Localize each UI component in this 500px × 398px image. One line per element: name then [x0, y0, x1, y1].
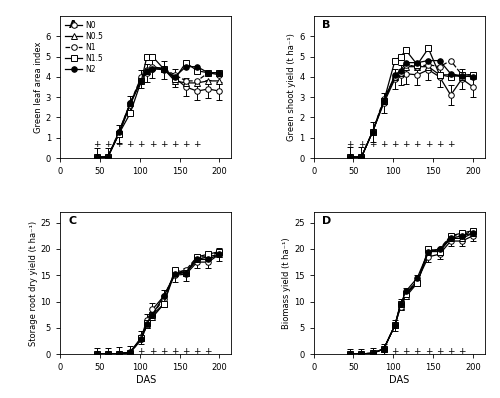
Text: +: + — [148, 347, 156, 356]
Text: +: + — [402, 140, 410, 149]
Text: +: + — [414, 347, 421, 356]
Text: +: + — [369, 140, 376, 149]
Text: +: + — [436, 140, 444, 149]
Text: +: + — [358, 140, 365, 149]
Text: +: + — [447, 140, 454, 149]
Text: C: C — [68, 217, 76, 226]
Text: +: + — [458, 347, 466, 356]
Text: +: + — [424, 140, 432, 149]
Text: +: + — [436, 347, 444, 356]
Text: B: B — [322, 20, 330, 30]
Y-axis label: Green leaf area index: Green leaf area index — [34, 41, 43, 133]
X-axis label: DAS: DAS — [136, 375, 156, 385]
Text: +: + — [391, 347, 398, 356]
Text: +: + — [171, 140, 178, 149]
Text: +: + — [391, 140, 398, 149]
Y-axis label: Storage root dry yield (t ha⁻¹): Storage root dry yield (t ha⁻¹) — [28, 220, 38, 346]
Text: A: A — [68, 20, 77, 30]
Text: +: + — [182, 140, 190, 149]
Text: +: + — [194, 140, 201, 149]
Text: +: + — [138, 140, 145, 149]
Text: +: + — [380, 140, 388, 149]
Text: +: + — [115, 140, 122, 149]
Text: +: + — [447, 347, 454, 356]
Text: +: + — [171, 347, 178, 356]
Text: +: + — [402, 347, 410, 356]
Text: +: + — [160, 140, 168, 149]
Text: +: + — [424, 347, 432, 356]
Y-axis label: Green shoot yield (t ha⁻¹): Green shoot yield (t ha⁻¹) — [288, 33, 296, 141]
Legend: N0, N0.5, N1, N1.5, N2: N0, N0.5, N1, N1.5, N2 — [64, 20, 104, 76]
Text: +: + — [160, 347, 168, 356]
Text: D: D — [322, 217, 332, 226]
Text: +: + — [346, 140, 354, 149]
X-axis label: DAS: DAS — [389, 375, 409, 385]
Text: +: + — [204, 347, 212, 356]
Text: +: + — [126, 140, 134, 149]
Text: +: + — [182, 347, 190, 356]
Text: +: + — [93, 140, 100, 149]
Text: +: + — [148, 140, 156, 149]
Text: +: + — [194, 347, 201, 356]
Text: +: + — [138, 347, 145, 356]
Y-axis label: Biomass yield (t ha⁻¹): Biomass yield (t ha⁻¹) — [282, 237, 292, 329]
Text: +: + — [380, 347, 388, 356]
Text: +: + — [104, 140, 112, 149]
Text: +: + — [126, 347, 134, 356]
Text: +: + — [414, 140, 421, 149]
